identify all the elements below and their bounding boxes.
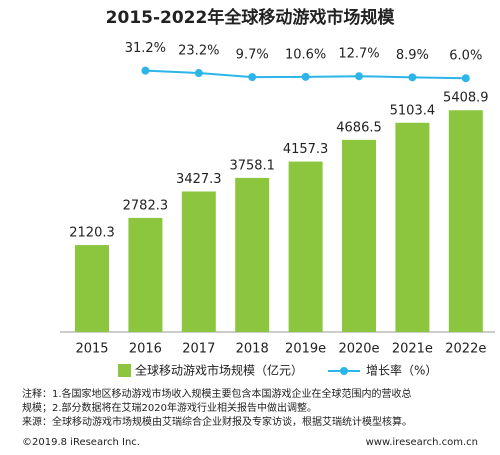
line-point — [301, 72, 310, 81]
line-label: 6.0% — [449, 49, 482, 64]
legend-swatch — [340, 367, 348, 375]
bar — [342, 139, 376, 332]
line-point — [248, 73, 257, 82]
bar-label: 4686.5 — [336, 120, 382, 135]
x-tick-label: 2017 — [182, 342, 215, 357]
x-tick-label: 2021e — [392, 342, 433, 357]
line-label: 12.7% — [338, 47, 379, 62]
legend-label: 全球移动游戏市场规模（亿元） — [135, 363, 303, 378]
bar — [181, 191, 216, 332]
note: 规模；2.部分数据将在艾瑞2020年游戏行业相关报告中做出调整。 — [22, 401, 317, 414]
x-tick-label: 2020e — [338, 342, 379, 357]
line-label: 31.2% — [125, 41, 166, 56]
bar — [128, 217, 163, 332]
x-tick-label: 2018 — [236, 342, 269, 357]
line-label: 23.2% — [178, 44, 219, 59]
x-tick-label: 2016 — [129, 342, 162, 357]
legend-label: 增长率（%） — [366, 363, 437, 378]
bar — [75, 245, 109, 332]
line-label: 8.9% — [396, 48, 429, 63]
bar-label: 2120.3 — [69, 226, 115, 241]
bar — [395, 122, 430, 333]
bar — [448, 110, 483, 332]
line-point — [408, 73, 417, 82]
bar — [235, 177, 270, 332]
bar-label: 5408.9 — [443, 91, 489, 106]
x-tick-label: 2015 — [75, 342, 108, 357]
note: 注释：1.各国家地区移动游戏市场收入规模主要包含本国游戏企业在全球范围内的营收总 — [22, 387, 412, 400]
bar-label: 2782.3 — [123, 198, 169, 213]
x-tick-label: 2022e — [445, 342, 486, 357]
line-point — [355, 72, 363, 81]
line-label: 10.6% — [285, 47, 326, 62]
bar — [288, 161, 323, 332]
chart-title: 2015-2022年全球移动游戏市场规模 — [106, 7, 396, 28]
bar-label: 5103.4 — [390, 103, 436, 118]
bar-label: 3758.1 — [229, 158, 275, 173]
bar-label: 3427.3 — [176, 172, 222, 187]
line-point — [141, 66, 150, 75]
x-tick-label: 2019e — [285, 342, 326, 357]
bar-label: 4157.3 — [283, 142, 329, 157]
line-point — [194, 69, 203, 78]
footer: ©2019.8 iResearch Inc. — [22, 437, 140, 448]
line-label: 9.7% — [236, 48, 269, 63]
note: 来源：全球移动游戏市场规模由艾瑞综合企业财报及专家访谈，根据艾瑞统计模型核算。 — [22, 415, 412, 428]
line-point — [461, 74, 470, 83]
footer: www.iresearch.com.cn — [366, 437, 478, 448]
legend-swatch — [118, 364, 131, 377]
